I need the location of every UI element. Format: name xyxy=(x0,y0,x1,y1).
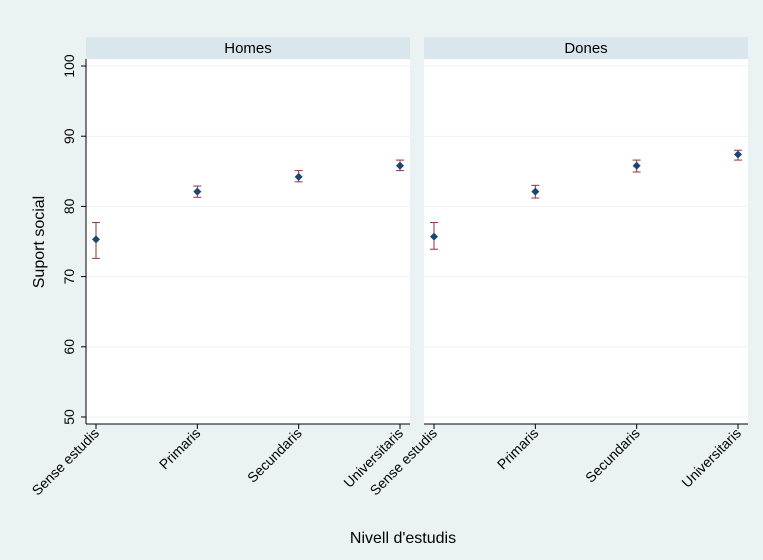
data-point xyxy=(430,232,438,241)
panel-title: Homes xyxy=(224,40,272,57)
data-point xyxy=(294,172,303,181)
panel-title: Dones xyxy=(564,40,607,57)
data-point xyxy=(734,150,742,159)
panel-homes: Homes 50 60 70 80 90 100 Sense estudis Primaris S… xyxy=(29,37,410,498)
data-point xyxy=(396,161,404,170)
y-tick-label: 100 xyxy=(61,54,77,78)
x-tick-label: Primaris xyxy=(156,425,204,473)
x-tick-label: Secundaris xyxy=(244,425,305,486)
y-tick-label: 90 xyxy=(61,128,77,144)
data-point xyxy=(632,161,641,170)
y-tick-label: 80 xyxy=(61,198,77,214)
y-tick-label: 50 xyxy=(61,409,77,425)
y-tick-label: 70 xyxy=(61,269,77,285)
data-point xyxy=(193,187,202,196)
panel-strip xyxy=(86,37,410,59)
x-tick-label: Primaris xyxy=(494,425,542,473)
y-axis-title: Suport social xyxy=(31,196,48,289)
y-tick-label: 60 xyxy=(61,339,77,355)
data-point xyxy=(531,187,540,196)
data-point xyxy=(92,235,100,244)
plot-area xyxy=(424,59,748,424)
x-tick-label: Sense estudis xyxy=(29,425,103,499)
panel-strip xyxy=(424,37,748,59)
plot-area xyxy=(86,59,410,424)
x-tick-label: Universitaris xyxy=(678,425,744,491)
x-axis-title: Nivell d'estudis xyxy=(350,530,456,547)
x-tick-label: Secundaris xyxy=(582,425,643,486)
